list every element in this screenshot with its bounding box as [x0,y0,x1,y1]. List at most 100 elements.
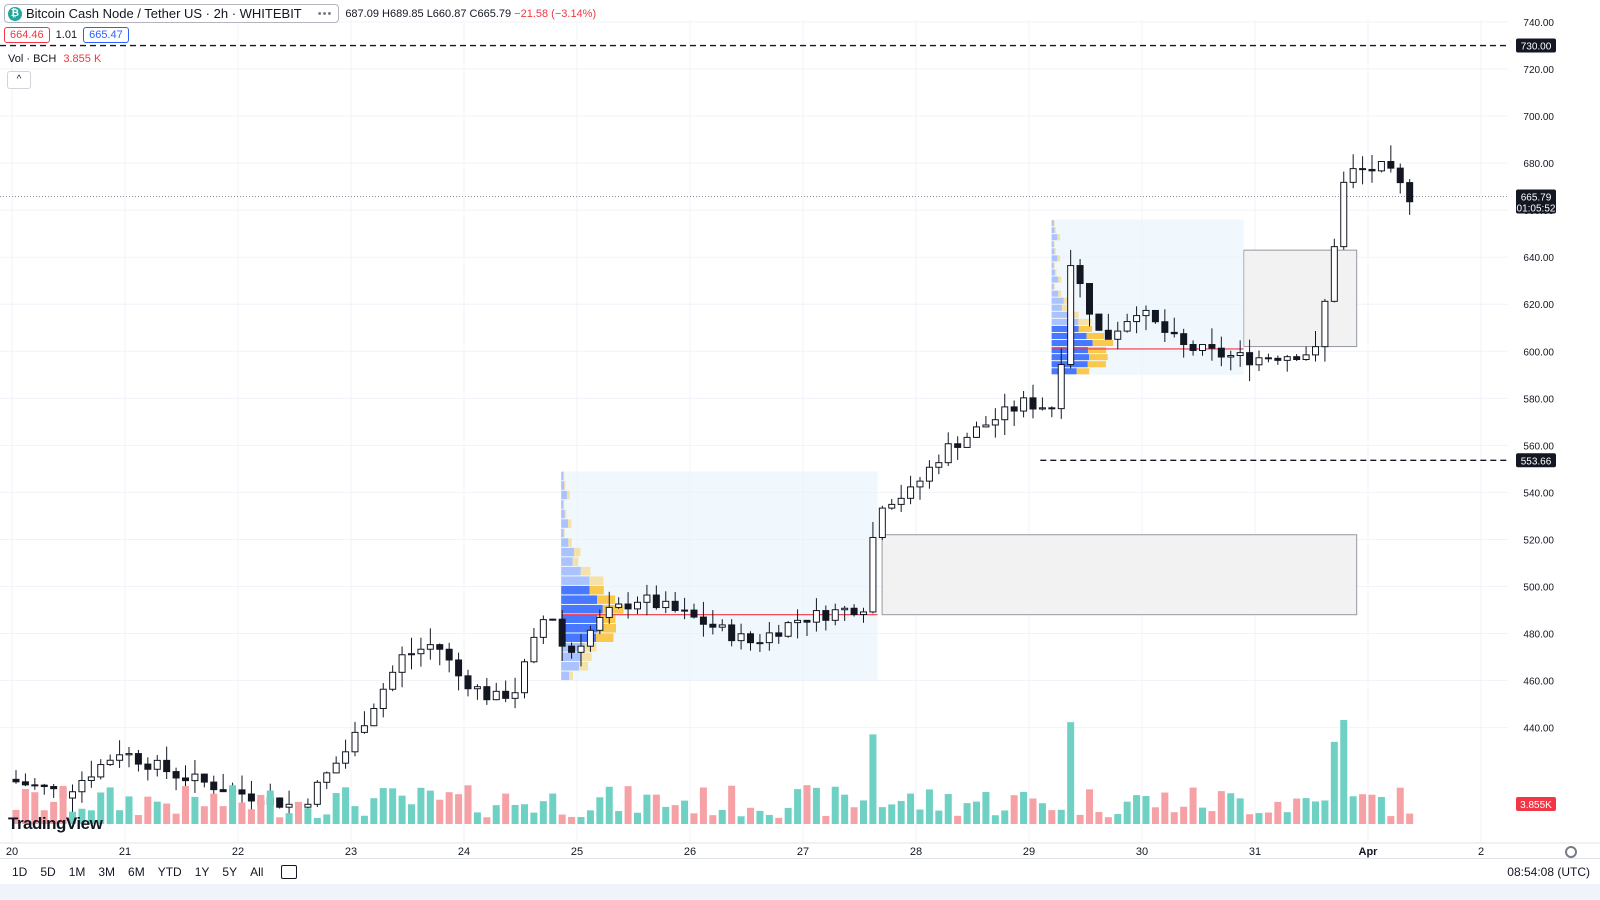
candle [709,610,717,635]
candle [200,773,208,788]
candle [473,684,481,700]
candle-body-up [1236,352,1244,357]
profile-bar-down [569,671,573,681]
candle [370,703,378,727]
volume-bar [389,788,397,824]
y-tick-label: 580.00 [1523,394,1554,405]
candle [40,783,48,795]
candle-body-up [907,486,915,499]
profile-bar-down [1054,269,1057,276]
profile-bar-up [561,471,564,481]
candle [756,634,764,653]
range-1m[interactable]: 1M [68,865,86,879]
candle-body-down [1387,161,1395,169]
volume-bar [31,792,39,824]
volume-bar [1104,817,1112,824]
range-3m[interactable]: 3M [98,865,116,879]
candle-body-up [97,764,105,778]
symbol-button[interactable]: ₿ Bitcoin Cash Node / Tether US · 2h · W… [4,4,340,23]
range-1d[interactable]: 1D [12,865,28,879]
candle-body-up [1283,356,1291,361]
candle [841,605,849,621]
volume-bar [257,794,265,824]
volume-bar [794,789,802,824]
candle-body-up [116,754,124,761]
candle [982,415,990,428]
profile-bar-up [1051,311,1070,318]
candle-body-up [351,731,359,753]
candle [455,652,463,691]
settings-gear-icon[interactable] [1565,846,1577,858]
candle-body-up [1302,354,1310,360]
candle [464,669,472,697]
candle [1387,145,1395,173]
sell-button[interactable]: 664.46 [4,27,50,43]
candle [765,622,773,651]
volume-bar [511,804,519,824]
candle-body-up [389,671,397,690]
candle [577,634,585,667]
range-all[interactable]: All [250,865,264,879]
volume-legend: Vol · BCH 3.855 K [8,53,101,65]
volume-bar [483,817,491,824]
candle [954,436,962,460]
volume-bar [954,815,962,824]
volume-bar [662,806,670,824]
collapse-legend-button[interactable]: ^ [7,71,31,89]
candle-body-down [1029,397,1037,410]
profile-bar-down [564,481,566,490]
range-ytd[interactable]: YTD [157,865,182,879]
candle [31,778,39,790]
candle [549,618,557,621]
volume-bar [1123,801,1131,824]
profile-bar-up [1051,220,1054,227]
candle [116,740,124,769]
volume-bar [1387,816,1395,824]
volume-bar [1359,794,1367,824]
volume-bar [831,786,839,824]
profile-bar-up [561,633,597,643]
candle [78,771,86,803]
y-tick-label: 700.00 [1523,112,1554,123]
price-label: 665.79 [1521,193,1552,204]
candle-body-up [963,436,971,448]
range-5d[interactable]: 5D [40,865,56,879]
range-1y[interactable]: 1Y [194,865,210,879]
candle [944,432,952,466]
volume-bar [295,801,302,824]
candle [323,771,331,789]
price-chart[interactable]: 440.00 460.00 480.00 500.00 520.00 540.00 560.… [0,0,1600,858]
volume-axis-label: 3.855K [1520,800,1552,811]
y-tick-label: 540.00 [1523,488,1554,499]
buy-button[interactable]: 665.47 [83,27,129,43]
candle-body-down [1217,347,1225,358]
candle-body-up [841,607,849,611]
candle-body-down [1095,313,1103,331]
range-5y[interactable]: 5Y [222,865,238,879]
candle [1020,391,1028,418]
more-dots-icon[interactable]: ••• [317,7,333,20]
volume-bar [775,817,783,824]
volume-bar [445,792,453,824]
ohlc-close: C665.79 [469,7,512,20]
volume-bar [991,815,999,824]
trade-panel: 664.46 1.01 665.47 [4,27,129,43]
calendar-icon[interactable] [281,865,298,879]
volume-bar [728,785,736,824]
candle-body-up [1123,321,1131,332]
range-6m[interactable]: 6M [128,865,145,879]
candle [568,642,576,659]
candle [12,770,20,784]
volume-bar [860,800,867,824]
volume-bar [417,787,425,824]
candle-body-up [1255,357,1263,366]
volume-bar [379,788,387,824]
candle-body-down [1274,357,1282,361]
candle [530,628,538,664]
candle-body-down [747,633,754,644]
volume-bar [502,793,510,824]
candle-body-up [521,661,528,694]
clock[interactable]: 08:54:08 (UTC) [1507,865,1590,879]
volume-bar [737,816,745,824]
volume-profile-area [561,471,878,681]
